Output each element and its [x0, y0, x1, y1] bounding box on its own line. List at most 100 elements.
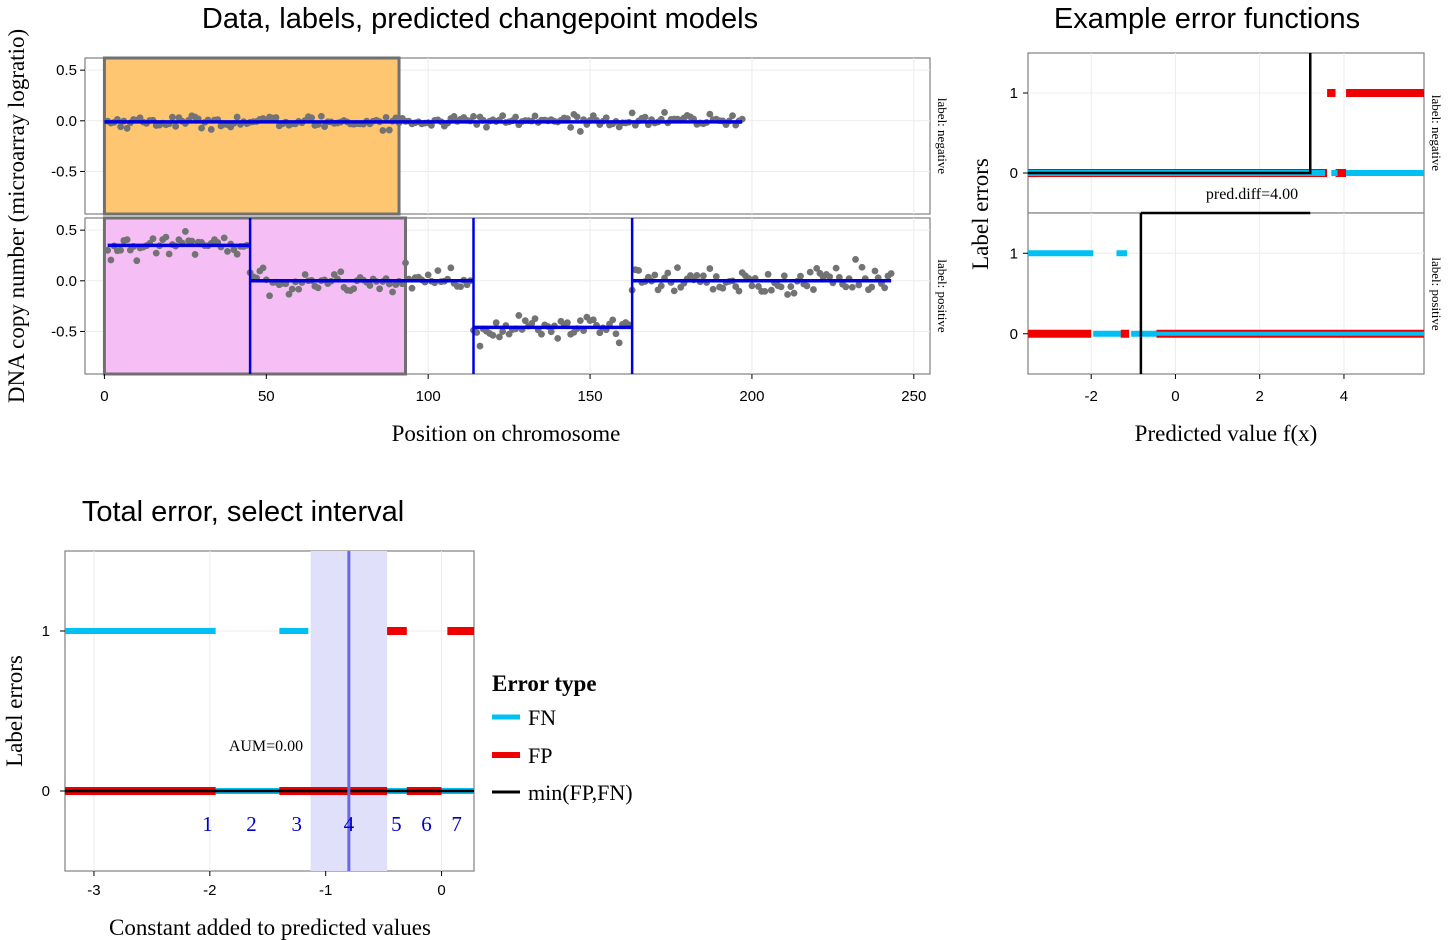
y-tick-label-2: 0.5 [56, 62, 77, 79]
data-point [803, 282, 811, 290]
data-point [528, 320, 536, 327]
y-tick-label-0: 0 [1010, 165, 1018, 182]
data-point [563, 319, 571, 327]
data-point [272, 114, 280, 121]
data-point [107, 256, 115, 264]
data-point [777, 283, 785, 291]
data-point [424, 271, 432, 279]
data-point [576, 128, 584, 135]
strip-error-negative: label: negative [1429, 95, 1444, 171]
data-point [447, 264, 455, 272]
data-point [806, 268, 814, 276]
interval-label-6: 6 [421, 812, 432, 836]
data-point [301, 271, 309, 278]
data-point [567, 124, 575, 131]
interval-label-4: 4 [344, 812, 355, 836]
strip-error-positive: label: positive [1429, 257, 1444, 331]
label-region-rect [102, 56, 401, 216]
data-point [285, 290, 293, 298]
data-point [706, 265, 714, 272]
facet-positive-y-ticks: -0.5 0.0 0.5 [51, 222, 85, 340]
facet-negative-y-ticks: -0.5 0.0 0.5 [51, 62, 85, 180]
data-point [165, 250, 173, 258]
facet-error-negative: 0 1 label: negative [1010, 52, 1444, 214]
title-error-functions: Example error functions [1054, 3, 1360, 35]
data-point [162, 233, 170, 241]
facet-negative: -0.5 0.0 0.5 label: negative [51, 56, 950, 216]
data-point [123, 236, 131, 243]
y-tick-label-1: 0.0 [56, 273, 77, 290]
data-point [641, 113, 649, 121]
data-point [133, 257, 141, 265]
data-point [881, 284, 889, 292]
x-tick-label-2: -1 [319, 882, 332, 899]
data-point [531, 112, 539, 120]
x-tick-label-1: -2 [203, 882, 216, 899]
strip-label-negative: label: negative [935, 98, 950, 174]
x-ticks-total-error: -3 -2 -1 0 [87, 871, 446, 899]
x-ticks-changepoint-models: 0 50 100 150 200 250 [100, 374, 926, 405]
interval-label-5: 5 [391, 812, 402, 836]
data-point [832, 264, 840, 272]
ylabel-error-functions: Label errors [968, 158, 993, 270]
data-point [233, 113, 241, 121]
data-point [207, 126, 215, 133]
data-point [376, 285, 384, 293]
data-point [729, 112, 736, 119]
data-point [117, 123, 125, 131]
facet-error-negative-background [1027, 52, 1425, 214]
data-point [476, 342, 484, 350]
data-point [220, 234, 228, 242]
x-ticks-error-functions: -2 0 2 4 [1085, 374, 1348, 405]
data-point [169, 113, 176, 121]
data-point [366, 282, 374, 289]
y-tick-label-1: 1 [1010, 85, 1018, 102]
data-point [609, 316, 617, 324]
data-point [382, 113, 390, 121]
y-tick-label-1: 1 [42, 623, 50, 640]
data-point [787, 283, 795, 290]
data-point [152, 249, 160, 257]
data-point [764, 270, 772, 278]
data-point [664, 269, 672, 277]
data-point [589, 316, 597, 324]
data-point [198, 124, 205, 132]
data-point [379, 127, 387, 134]
data-point [693, 272, 701, 279]
data-point [813, 264, 821, 272]
data-point [602, 114, 610, 122]
x-tick-label-3: 0 [437, 882, 445, 899]
interval-label-3: 3 [291, 812, 302, 836]
data-point [852, 256, 859, 263]
data-point [651, 271, 659, 279]
panel-changepoint-models: Data, labels, predicted changepoint mode… [4, 3, 950, 446]
data-point [761, 288, 769, 295]
data-point [308, 114, 316, 122]
data-point [767, 286, 775, 294]
data-point [706, 110, 714, 118]
interval-label-7: 7 [451, 812, 462, 836]
data-point [512, 113, 519, 121]
data-point [314, 284, 322, 292]
data-point [810, 286, 817, 293]
data-point [434, 267, 442, 275]
data-point [709, 285, 717, 293]
y-tick-label-0: 0 [1010, 326, 1018, 343]
panel-error-functions: Example error functions 0 1 label: negati… [968, 3, 1444, 446]
data-point [266, 292, 273, 300]
legend-label-fp: FP [528, 743, 552, 768]
data-point [790, 289, 798, 297]
total-error-background [64, 550, 475, 872]
data-point [661, 109, 668, 116]
data-point [188, 237, 196, 245]
title-total-error: Total error, select interval [82, 496, 404, 528]
data-point [181, 228, 189, 235]
data-point [670, 287, 678, 295]
data-point [848, 283, 856, 291]
data-point [492, 319, 500, 327]
data-point [755, 283, 762, 290]
data-point [657, 282, 665, 290]
data-point [350, 285, 358, 293]
x-tick-label-3: 150 [578, 388, 603, 405]
